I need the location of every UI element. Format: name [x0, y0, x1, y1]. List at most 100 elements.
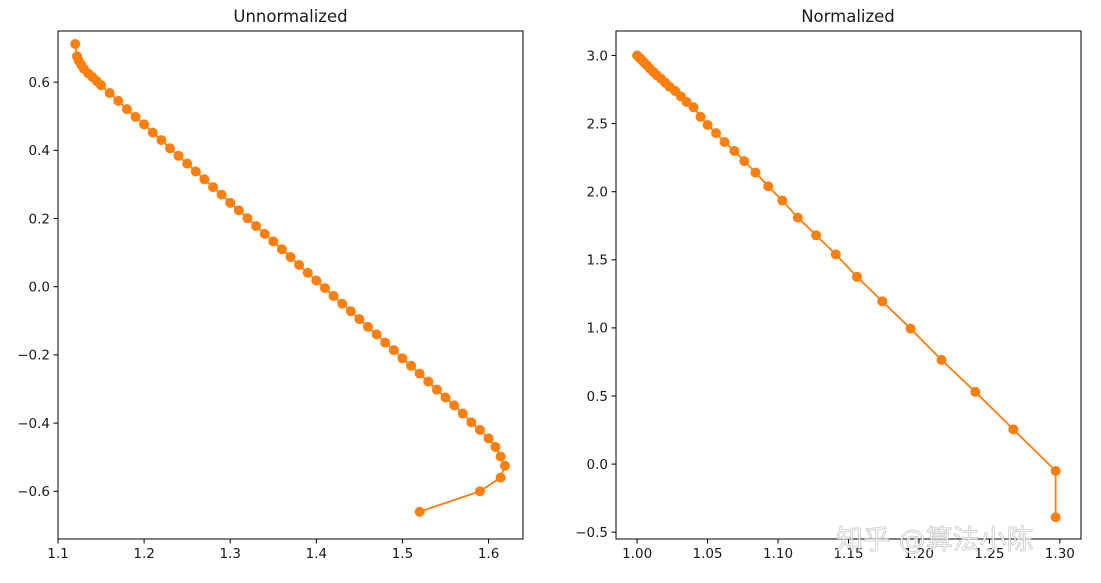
data-point [242, 213, 253, 224]
data-point [302, 267, 313, 278]
x-tick-label: 1.4 [306, 546, 327, 562]
data-point [71, 51, 82, 62]
data-point [936, 354, 947, 365]
data-point [182, 158, 193, 169]
data-point [147, 127, 158, 138]
data-point [449, 400, 460, 411]
x-tick-label: 1.5 [392, 546, 413, 562]
data-point [877, 296, 888, 307]
plot-area-frame [57, 30, 524, 540]
data-point [777, 195, 788, 206]
x-tick-label: 1.10 [763, 546, 793, 562]
x-tick-label: 1.15 [833, 546, 863, 562]
y-tick-label: 0.6 [29, 75, 50, 91]
y-tick-label: −0.2 [17, 348, 50, 364]
x-tick-label: 1.1 [47, 546, 68, 562]
x-tick-label: 1.00 [622, 546, 652, 562]
x-tick-label: 1.05 [693, 546, 723, 562]
data-point [371, 329, 382, 340]
data-point [414, 368, 425, 379]
data-point [1008, 424, 1019, 435]
x-tick-label: 1.3 [219, 546, 240, 562]
data-point [688, 102, 699, 113]
y-tick-label: 0.4 [29, 143, 50, 159]
axis-ticks: 1.1 1.2 1.3 1.4 1.5 1.6 −0.6 −0.4 −0.2 0.0 0.2 0.4 0… [17, 75, 499, 562]
data-point [702, 119, 713, 130]
data-point [414, 506, 425, 517]
y-tick-label: 2.5 [587, 116, 608, 132]
data-point [729, 145, 740, 156]
data-point [121, 104, 132, 115]
data-point [208, 182, 218, 193]
data-point [285, 252, 296, 263]
data-point [70, 38, 81, 49]
data-point [423, 376, 434, 387]
data-point [354, 314, 365, 325]
data-point [970, 386, 981, 397]
y-tick-label: −0.4 [17, 416, 50, 432]
y-tick-label: 0.5 [587, 389, 608, 405]
y-tick-label: 2.0 [587, 185, 608, 201]
x-tick-label: 1.30 [1045, 546, 1075, 562]
data-point [388, 345, 399, 356]
data-point [268, 236, 279, 247]
data-point [199, 174, 210, 185]
data-point [499, 460, 510, 471]
chart-title: Normalized [801, 7, 895, 26]
watermark: 知乎 @算法小陈 [836, 525, 1034, 556]
data-point [173, 150, 184, 161]
data-point [695, 111, 706, 122]
data-point [457, 408, 468, 419]
data-point [104, 88, 115, 99]
data-point [345, 306, 356, 317]
data-point [380, 337, 391, 348]
y-tick-label: 1.5 [587, 253, 608, 269]
data-point [311, 275, 322, 286]
chart-normalized: Normalized 1.00 1.05 1.10 1.15 1.20 1.25 1.30 −… [575, 7, 1082, 562]
data-point [337, 298, 348, 309]
data-point [156, 135, 167, 146]
y-tick-label: −0.6 [17, 484, 50, 500]
data-point [739, 156, 750, 167]
data-point [328, 290, 339, 301]
y-tick-label: 0.0 [587, 457, 608, 473]
data-point [431, 384, 442, 395]
data-point [811, 230, 822, 241]
data-point [233, 205, 244, 216]
x-tick-label: 1.2 [133, 546, 154, 562]
data-point [1050, 465, 1061, 476]
data-point [225, 197, 236, 208]
chart-title: Unnormalized [233, 7, 347, 26]
data-point [750, 167, 761, 178]
x-tick-label: 1.25 [974, 546, 1004, 562]
data-point [681, 96, 692, 107]
data-point [711, 128, 722, 139]
y-tick-label: −0.5 [575, 525, 608, 541]
x-tick-label: 1.20 [904, 546, 934, 562]
data-point [483, 433, 494, 444]
data-point [905, 323, 916, 334]
data-point [164, 143, 175, 154]
data-point [276, 244, 287, 255]
data-point [113, 95, 124, 106]
data-point [259, 228, 270, 239]
chart-unnormalized: Unnormalized 1.1 1.2 1.3 1.4 1.5 1.6 −0.6 −0.4 −… [17, 7, 524, 562]
data-point [792, 212, 803, 223]
data-point [830, 249, 841, 260]
data-point [397, 353, 408, 364]
data-point [851, 271, 862, 282]
data-point [319, 283, 330, 294]
data-point [440, 392, 451, 403]
data-point [251, 221, 262, 232]
x-tick-label: 1.6 [478, 546, 499, 562]
y-tick-label: 0.2 [29, 211, 50, 227]
data-point [1050, 512, 1061, 523]
data-point [474, 486, 485, 497]
y-tick-label: 3.0 [587, 48, 608, 64]
data-point [363, 321, 373, 332]
data-point [490, 441, 501, 452]
data-series [632, 50, 1061, 523]
data-point [139, 119, 150, 130]
